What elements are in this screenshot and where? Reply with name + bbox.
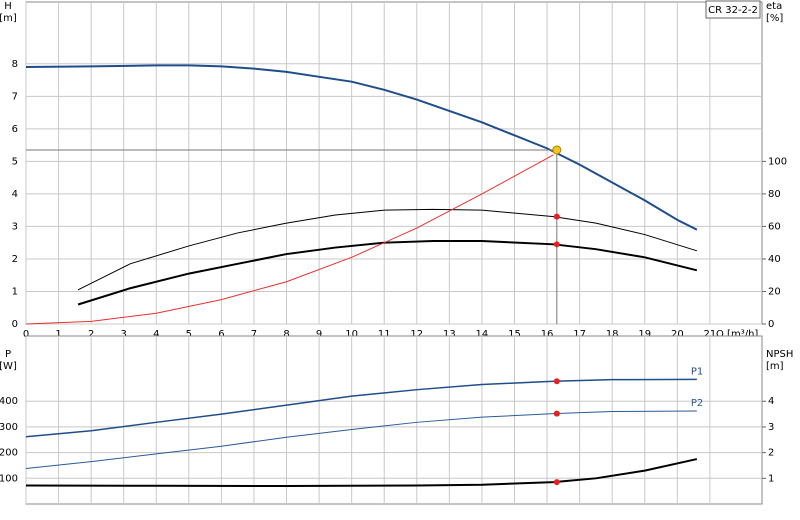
x-tick-label: 15 xyxy=(508,329,521,340)
x-tick-label: 16 xyxy=(541,329,554,340)
duty-point xyxy=(553,378,560,385)
y-axis-label: H xyxy=(4,1,12,12)
y2-tick-label: 20 xyxy=(768,286,781,297)
x-tick-label: 11 xyxy=(378,329,391,340)
x-tick-label: 20 xyxy=(671,329,684,340)
x-tick-label: 0 xyxy=(23,329,29,340)
y2-tick-label: 60 xyxy=(768,221,781,232)
x-tick-label: 1 xyxy=(55,329,61,340)
plot-area xyxy=(25,335,763,505)
y2-tick-label: 40 xyxy=(768,254,781,265)
x-tick-label: 19 xyxy=(638,329,651,340)
series-label: P1 xyxy=(691,366,703,377)
y2-tick-label: 3 xyxy=(768,422,774,433)
y2-axis-label: [m] xyxy=(766,361,784,372)
duty-point xyxy=(553,241,560,248)
y-axis-label: P xyxy=(5,349,11,360)
plot-area xyxy=(25,1,763,325)
y2-tick-label: 80 xyxy=(768,189,781,200)
y-tick-label: 7 xyxy=(12,91,18,102)
x-tick-label: 10 xyxy=(345,329,358,340)
y2-tick-label: 2 xyxy=(768,448,774,459)
y2-tick-label: 1 xyxy=(768,473,774,484)
series-label: P2 xyxy=(691,398,703,409)
series-line xyxy=(25,410,697,470)
x-tick-label: 9 xyxy=(316,329,322,340)
y-tick-label: 6 xyxy=(12,124,18,135)
x-tick-label: 12 xyxy=(410,329,423,340)
duty-point xyxy=(553,410,560,417)
y-axis-label: [m] xyxy=(0,13,17,24)
x-tick-label: 18 xyxy=(606,329,619,340)
y-tick-label: 0 xyxy=(12,319,18,330)
y-tick-label: 2 xyxy=(12,254,18,265)
y-tick-label: 300 xyxy=(0,422,18,433)
x-axis-label: Q [m³/h] xyxy=(716,329,758,340)
x-tick-label: 5 xyxy=(186,329,192,340)
y-axis-label: [W] xyxy=(0,361,17,372)
y-tick-label: 8 xyxy=(12,59,18,70)
y2-tick-label: 0 xyxy=(768,319,774,330)
x-tick-label: 6 xyxy=(218,329,224,340)
series-line xyxy=(25,458,698,488)
y2-axis-label: [%] xyxy=(766,13,783,24)
duty-point xyxy=(552,145,562,155)
y-tick-label: 1 xyxy=(12,286,18,297)
duty-point xyxy=(553,213,560,220)
y2-tick-label: 4 xyxy=(768,396,774,407)
y2-axis-label: eta xyxy=(766,1,782,12)
y-tick-label: 100 xyxy=(0,473,18,484)
series-line xyxy=(25,64,698,231)
series-line xyxy=(25,154,554,325)
annotation-box xyxy=(705,0,761,19)
y-tick-label: 200 xyxy=(0,448,18,459)
series-line xyxy=(25,378,697,438)
x-tick-label: 7 xyxy=(251,329,257,340)
annotation: CR 32-2-2 xyxy=(708,5,758,16)
x-tick-label: 4 xyxy=(153,329,159,340)
x-tick-label: 3 xyxy=(121,329,127,340)
y-tick-label: 4 xyxy=(12,189,18,200)
y-tick-label: 400 xyxy=(0,396,18,407)
x-tick-label: 14 xyxy=(476,329,489,340)
series-line xyxy=(77,208,698,291)
x-tick-label: 8 xyxy=(283,329,289,340)
x-tick-label: 17 xyxy=(573,329,586,340)
x-tick-label: 2 xyxy=(88,329,94,340)
y-tick-label: 3 xyxy=(12,221,18,232)
x-tick-label: 13 xyxy=(443,329,456,340)
y2-axis-label: NPSH xyxy=(766,349,793,360)
x-tick-label: 21 xyxy=(704,329,717,340)
duty-point xyxy=(553,479,560,486)
y-tick-label: 5 xyxy=(12,156,18,167)
y2-tick-label: 100 xyxy=(768,156,787,167)
